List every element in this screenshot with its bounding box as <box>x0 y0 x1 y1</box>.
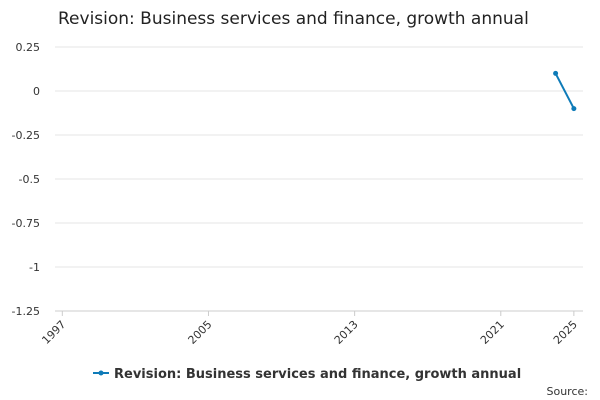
x-tick-label: 2021 <box>478 318 507 347</box>
y-tick-label: -0.25 <box>12 129 40 142</box>
x-tick-label: 2005 <box>186 318 215 347</box>
y-tick-label: 0.25 <box>16 41 41 54</box>
y-tick-label: -1 <box>29 261 40 274</box>
y-tick-label: -1.25 <box>12 305 40 318</box>
chart-title: Revision: Business services and finance,… <box>58 9 529 29</box>
source: Source: <box>547 385 589 398</box>
line <box>554 72 575 110</box>
point <box>553 70 559 76</box>
y-tick-label: -0.5 <box>19 173 40 186</box>
y-tick-label: -0.75 <box>12 217 40 230</box>
y-tick-label: 0 <box>33 85 40 98</box>
legend-label: Revision: Business services and finance,… <box>114 367 521 382</box>
x-tick-label: 1997 <box>39 318 68 347</box>
legend-marker <box>98 370 104 376</box>
x-tick-label: 2025 <box>551 318 580 347</box>
x-tick-label: 2013 <box>332 318 361 347</box>
point <box>571 106 577 112</box>
